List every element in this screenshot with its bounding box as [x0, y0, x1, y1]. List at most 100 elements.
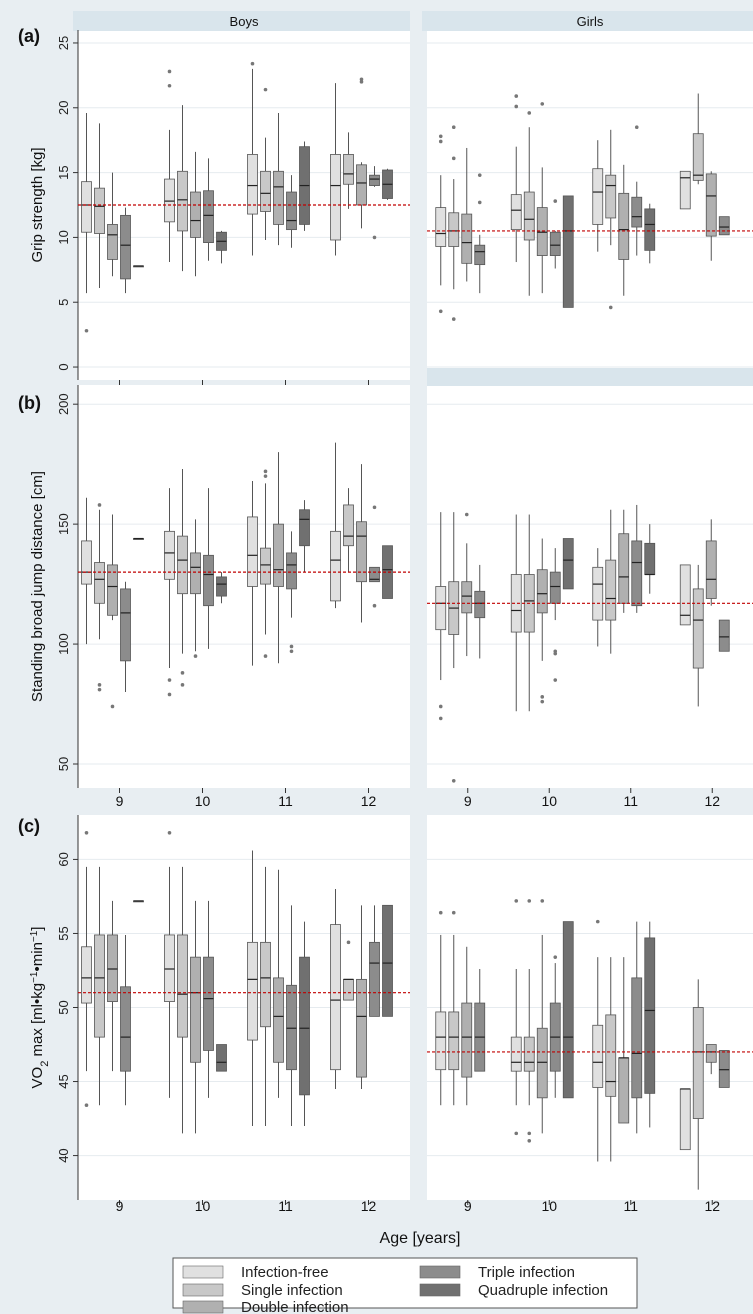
box-triple-infection — [631, 504, 643, 613]
box-infection-free — [81, 497, 92, 645]
box-iqr — [510, 194, 522, 231]
legend-label: Quadruple infection — [478, 1282, 608, 1299]
box-double-infection — [356, 464, 367, 623]
x-tick-label: 9 — [464, 793, 472, 809]
box-double-infection — [356, 77, 367, 229]
box-single-infection — [177, 866, 188, 1134]
outlier-point — [193, 654, 198, 658]
box-quadruple-infection — [299, 500, 310, 573]
box-iqr — [273, 170, 284, 225]
box-iqr — [247, 941, 258, 1041]
box-triple-infection — [549, 199, 561, 269]
box-infection-free — [330, 442, 341, 609]
legend-swatch — [419, 1265, 461, 1279]
box-iqr — [523, 1036, 535, 1072]
outlier-point — [359, 80, 364, 84]
outlier-point — [540, 695, 545, 699]
panel-1: (a)Grip strength [kg]Boys051015202591011… — [18, 11, 753, 403]
box-iqr — [107, 934, 118, 1002]
box-iqr — [523, 191, 535, 241]
box-double-infection — [461, 512, 473, 657]
outlier-point — [438, 309, 443, 314]
box-iqr — [120, 214, 131, 280]
outlier-point — [477, 200, 482, 205]
box-double-infection — [190, 519, 201, 658]
outlier-point — [250, 61, 255, 66]
box-iqr — [474, 244, 486, 266]
box-iqr — [644, 542, 656, 575]
facet-boys: Boys05101520259101112 — [56, 11, 410, 403]
box-iqr — [435, 586, 447, 631]
box-triple-infection — [203, 488, 214, 649]
x-tick-label: 11 — [623, 1198, 638, 1214]
box-iqr — [164, 178, 175, 223]
box-triple-infection — [718, 619, 730, 652]
age-group-11: 11 — [247, 850, 310, 1214]
legend-swatch — [182, 1283, 224, 1297]
box-iqr — [356, 521, 367, 583]
outlier-point — [359, 77, 364, 82]
box-single-infection — [260, 469, 271, 658]
outlier-point — [527, 1138, 532, 1143]
box-double-infection — [618, 957, 630, 1124]
box-quadruple-infection — [133, 900, 144, 903]
legend-box — [172, 1257, 638, 1309]
box-iqr — [461, 1002, 473, 1078]
box-infection-free — [164, 488, 175, 697]
box-infection-free — [592, 140, 604, 252]
facet-boys: 50 100 150 200 9 10 11 12 — [56, 385, 410, 809]
outlier-point — [263, 654, 268, 658]
outlier-point — [540, 102, 545, 106]
box-single-infection — [94, 866, 105, 1106]
box-triple-infection — [120, 934, 131, 1106]
x-tick-label: 9 — [464, 1198, 472, 1214]
box-single-infection — [260, 87, 271, 240]
y-tick-label: 25 — [56, 36, 71, 50]
outlier-point — [289, 649, 294, 654]
box-triple-infection — [718, 1050, 730, 1088]
box-iqr — [435, 207, 447, 247]
y-tick-label: 50 — [56, 757, 71, 771]
box-iqr — [562, 921, 574, 1099]
box-triple-infection — [120, 207, 131, 294]
box-iqr — [164, 934, 175, 1002]
box-iqr — [216, 576, 227, 597]
box-iqr — [330, 924, 341, 1071]
outlier-point — [540, 899, 545, 903]
legend-label: Single infection — [241, 1282, 343, 1299]
box-single-infection — [177, 105, 188, 272]
outlier-point — [451, 779, 456, 783]
x-tick-label: 10 — [541, 1198, 557, 1214]
legend-item: Infection-free — [182, 1264, 329, 1281]
box-single-infection — [448, 512, 460, 783]
outlier-point — [167, 83, 172, 88]
outlier-point — [438, 716, 443, 721]
box-single-infection — [177, 468, 188, 687]
legend-label: Infection-free — [241, 1264, 329, 1281]
age-group-12: 12 — [330, 442, 393, 809]
box-iqr — [705, 173, 717, 237]
box-iqr — [549, 231, 561, 256]
box-iqr — [94, 562, 105, 604]
box-iqr — [247, 516, 258, 587]
age-group-9: 9 — [81, 497, 144, 809]
box-triple-infection — [474, 173, 486, 294]
age-group-12: 12 — [330, 889, 393, 1214]
y-tick-label: 40 — [56, 1148, 71, 1162]
legend-label: Triple infection — [478, 1264, 575, 1281]
outlier-point — [84, 328, 89, 333]
outlier-point — [464, 512, 469, 517]
box-double-infection — [356, 905, 367, 1089]
box-quadruple-infection — [133, 537, 144, 540]
age-group-11: 11 — [592, 125, 656, 403]
outlier-point — [372, 505, 377, 510]
box-infection-free — [679, 564, 691, 626]
box-triple-infection — [286, 531, 297, 654]
outlier-point — [451, 156, 456, 161]
box-iqr — [644, 937, 656, 1094]
plot-area — [427, 385, 753, 788]
box-triple-infection — [369, 505, 380, 608]
x-tick-label: 10 — [195, 1198, 211, 1214]
